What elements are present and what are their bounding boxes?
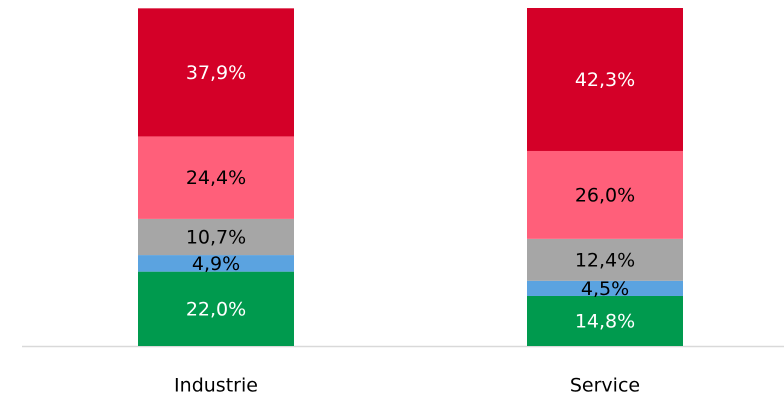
- bar-segment: [527, 8, 683, 151]
- bar-segment: [138, 255, 294, 272]
- bar-segment: [527, 150, 683, 239]
- data-label: 26,0%: [575, 184, 635, 206]
- data-label: 10,7%: [186, 226, 246, 248]
- x-tick-label: Industrie: [174, 375, 258, 397]
- bar-segment: [138, 271, 294, 346]
- data-label: 4,5%: [581, 278, 629, 300]
- data-label: 4,9%: [192, 253, 240, 275]
- data-label: 24,4%: [186, 167, 246, 189]
- data-label: 22,0%: [186, 298, 246, 320]
- bar-segment: [138, 8, 294, 137]
- data-label: 37,9%: [186, 62, 246, 84]
- bar-segment: [138, 136, 294, 219]
- data-label: 12,4%: [575, 249, 635, 271]
- bar-segment: [527, 295, 683, 346]
- bar-segment: [527, 280, 683, 296]
- data-label: 42,3%: [575, 69, 635, 91]
- data-label: 14,8%: [575, 310, 635, 332]
- bar-segment: [527, 238, 683, 281]
- x-tick-label: Service: [570, 375, 640, 397]
- bar-segment: [138, 218, 294, 256]
